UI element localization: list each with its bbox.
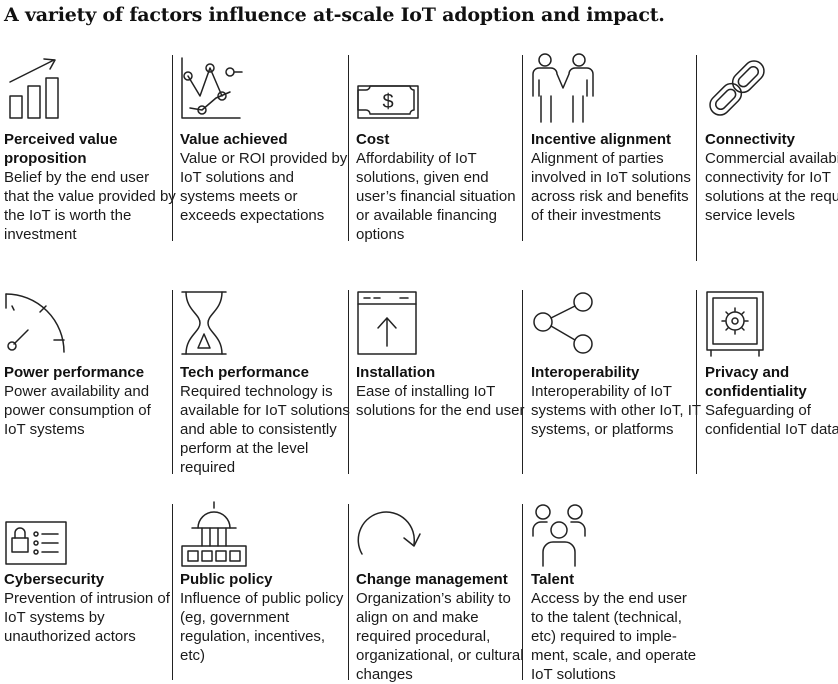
dollar-bill-icon: $: [356, 52, 436, 124]
upload-window-icon: [356, 288, 436, 360]
factor-title: Value achieved: [180, 131, 288, 148]
factor-desc: Influence of public policy (eg, governme…: [180, 590, 344, 664]
factor-title: Change management: [356, 571, 508, 588]
factor-title: Talent: [531, 571, 575, 588]
share-nodes-icon: [531, 288, 611, 360]
factor-desc: Required technology is available for IoT…: [180, 383, 350, 476]
factor-desc: Alignment of parties involved in IoT sol…: [531, 150, 691, 224]
column-divider: [522, 290, 523, 474]
factor-desc: Belief by the end user that the value pr…: [4, 169, 176, 243]
power-gauge-icon: [4, 288, 84, 360]
factor-desc: Interoperability of IoT systems with oth…: [531, 383, 701, 438]
factor-title: Interoperability: [531, 364, 640, 381]
factor-desc: Ease of installing IoT solutions for the…: [356, 383, 525, 419]
column-divider: [172, 290, 173, 474]
factor-title: Cost: [356, 131, 390, 148]
factor-desc: Power availability and power consumption…: [4, 383, 151, 438]
factor-desc: Safeguarding of confidential IoT data: [705, 402, 838, 438]
column-divider: [522, 504, 523, 680]
scatter-plot-icon: [180, 52, 260, 124]
factor-title: Perceived value proposition: [4, 131, 118, 167]
circular-arrow-icon: [356, 502, 436, 574]
factor-title: Power performance: [4, 364, 145, 381]
column-divider: [172, 504, 173, 680]
column-divider: [696, 290, 697, 474]
column-divider: [696, 55, 697, 261]
bar-chart-growth-icon: [4, 52, 84, 124]
factor-title: Incentive alignment: [531, 131, 672, 148]
factor-desc: Commercial availability of connectivity …: [705, 150, 838, 224]
factor-title: Privacy and confidentiality: [705, 364, 807, 400]
people-holding-hands-icon: [531, 52, 611, 124]
factor-desc: Organization’s ability to align on and m…: [356, 590, 524, 683]
chain-link-icon: [705, 52, 785, 124]
government-building-icon: [180, 501, 260, 574]
column-divider: [348, 290, 349, 474]
safe-vault-icon: [705, 288, 785, 360]
factor-title: Cybersecurity: [4, 571, 105, 588]
team-people-icon: [531, 502, 611, 574]
svg-text:$: $: [382, 91, 393, 113]
column-divider: [348, 504, 349, 680]
factor-title: Installation: [356, 364, 436, 381]
hourglass-icon: [180, 288, 260, 360]
column-divider: [348, 55, 349, 241]
factor-desc: Affordability of IoT solutions, given en…: [356, 150, 516, 243]
factor-title: Public policy: [180, 571, 273, 588]
factor-desc: Prevention of intrusion of IoT systems b…: [4, 590, 170, 645]
page-title: A variety of factors influence at-scale …: [4, 4, 665, 26]
factor-desc: Value or ROI provided by IoT solutions a…: [180, 150, 348, 224]
column-divider: [522, 55, 523, 241]
factor-desc: Access by the end user to the talent (te…: [531, 590, 697, 683]
column-divider: [172, 55, 173, 241]
factor-title: Tech performance: [180, 364, 309, 381]
locked-screen-icon: [4, 502, 84, 574]
factor-title: Connectivity: [705, 131, 796, 148]
